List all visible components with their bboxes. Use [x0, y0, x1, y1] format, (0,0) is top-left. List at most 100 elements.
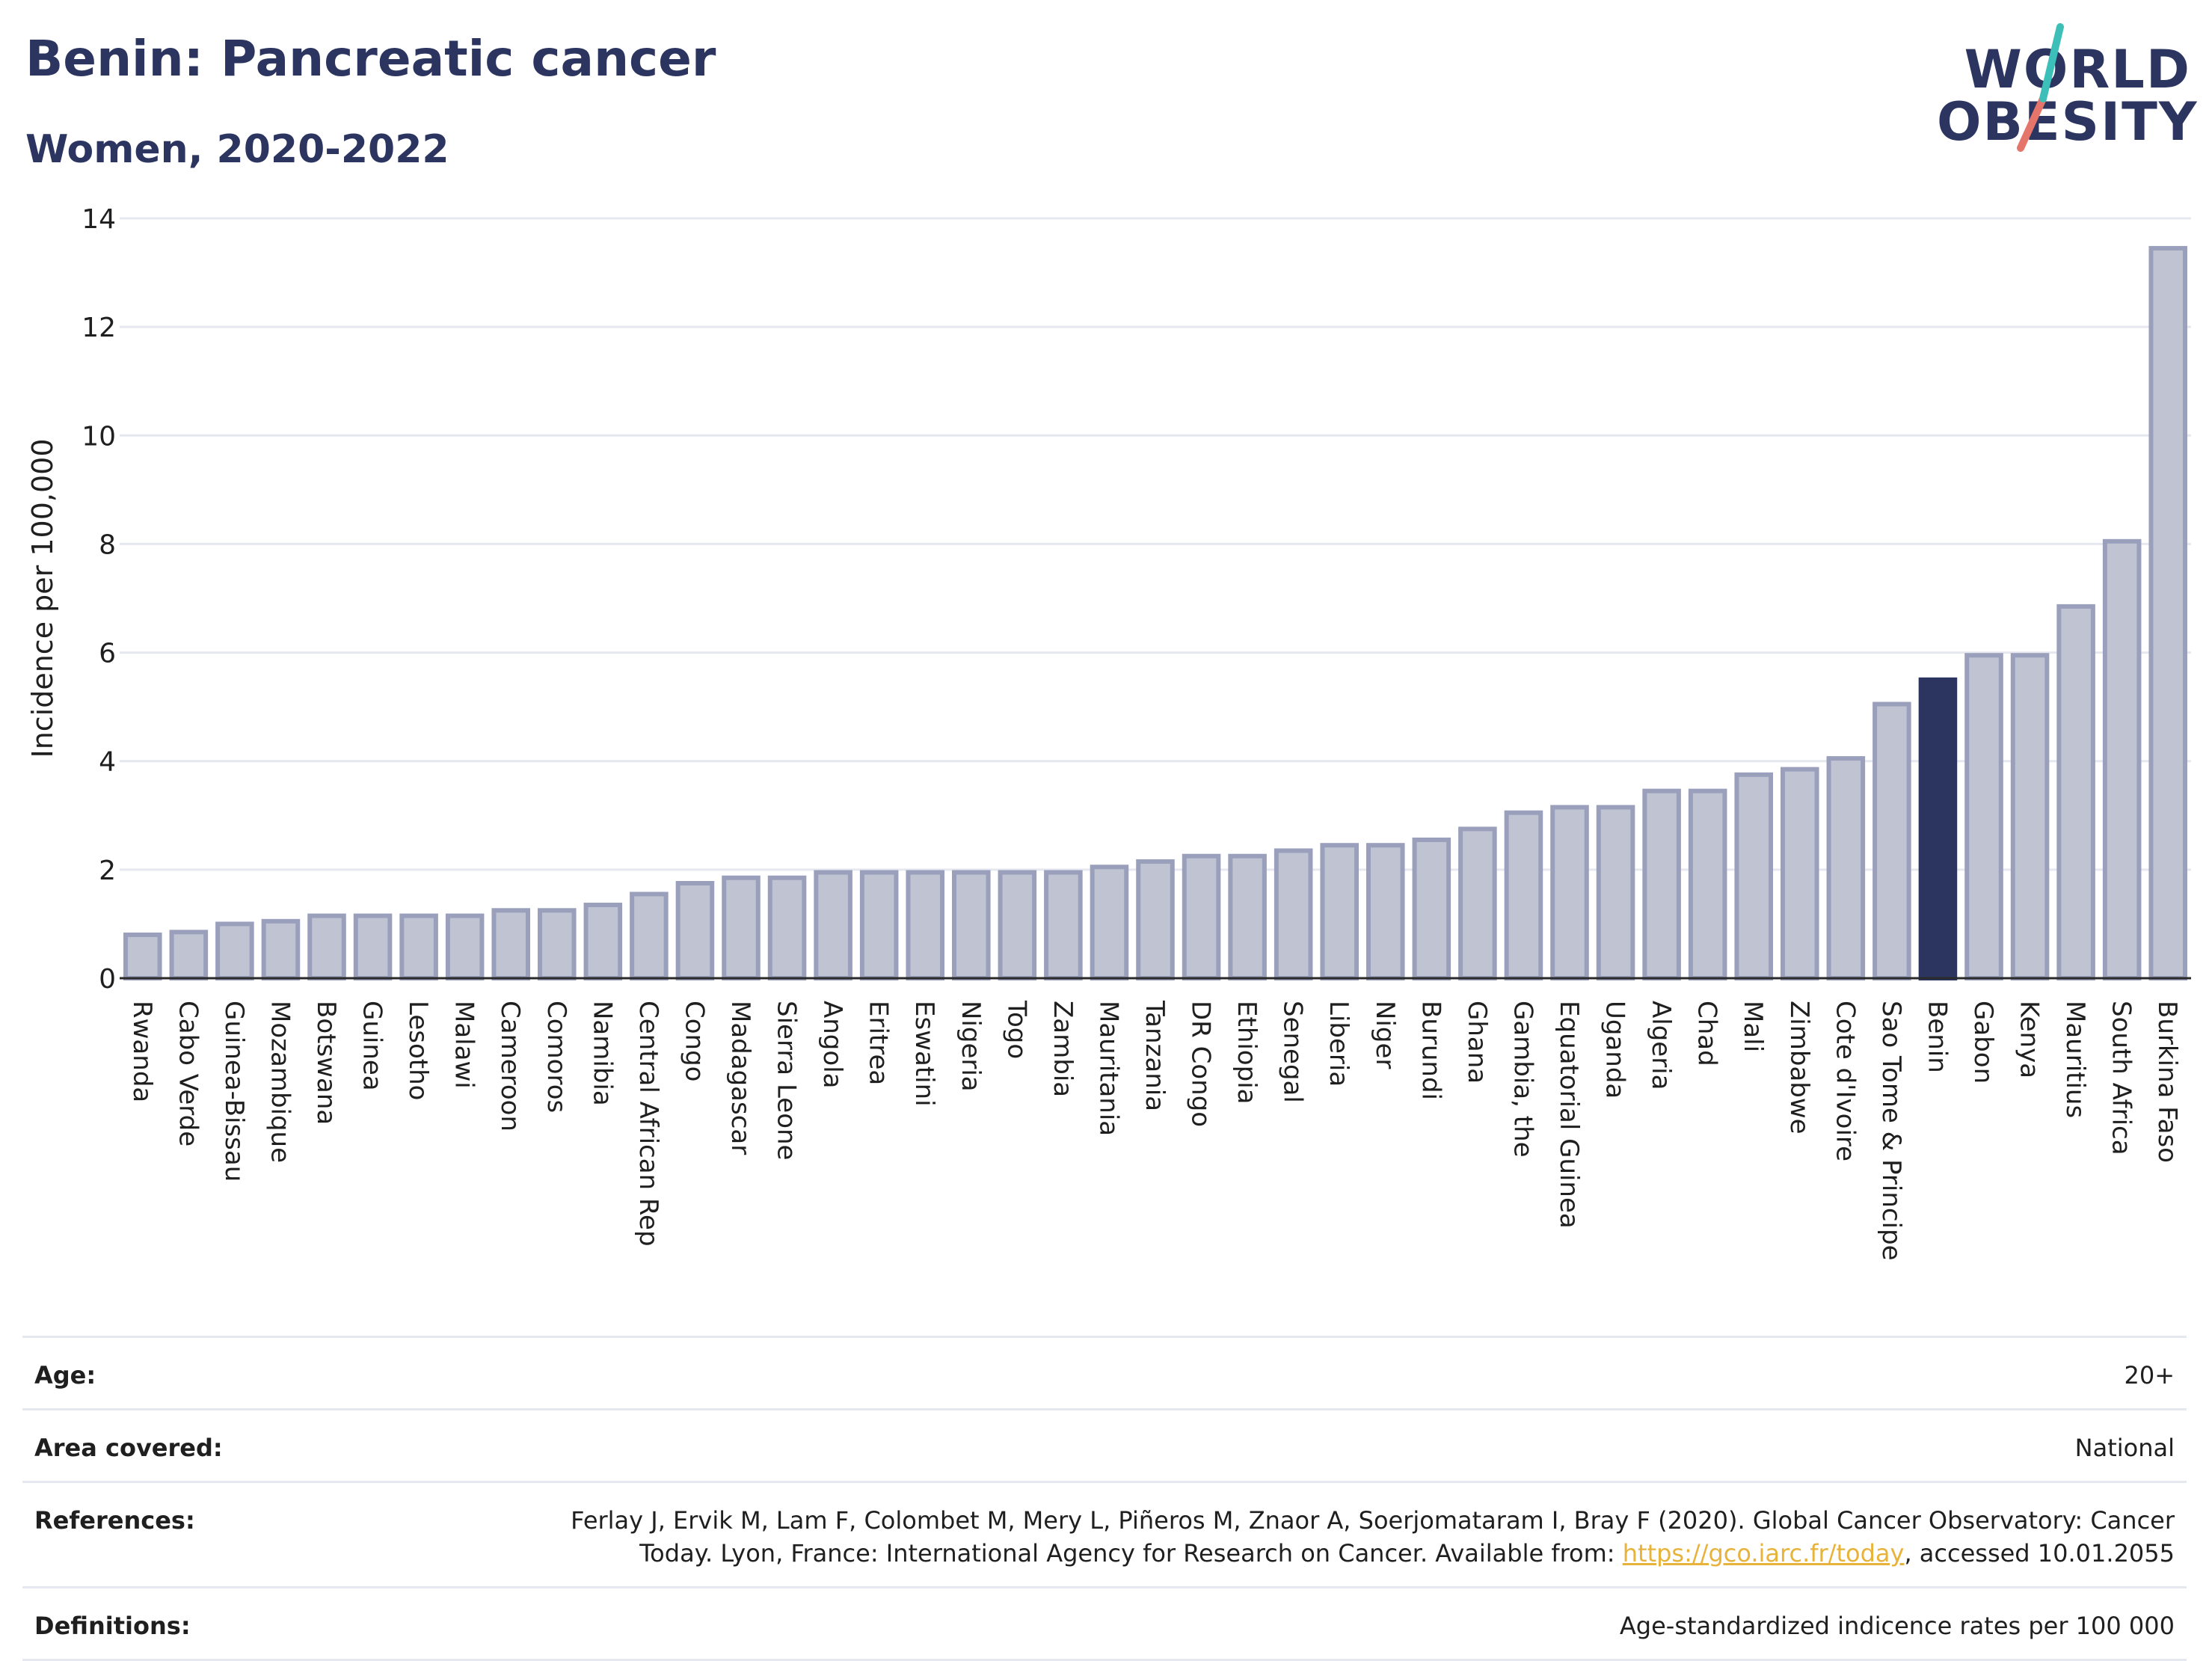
bar [2056, 604, 2095, 981]
x-tick-label: Chad [1692, 1001, 1722, 1066]
bar [1550, 805, 1589, 981]
y-tick-label: 10 [82, 421, 116, 452]
x-tick-label: Mauritania [1093, 1001, 1123, 1136]
bar [1274, 848, 1313, 981]
gridlines [120, 217, 2191, 980]
y-axis-ticks: 0 2 4 6 8 10 12 14 [82, 204, 116, 995]
bar [1642, 788, 1681, 981]
bar [538, 908, 577, 980]
bar [1090, 865, 1129, 980]
y-tick-label: 0 [99, 964, 116, 995]
x-tick-label: Uganda [1600, 1001, 1630, 1099]
bar [353, 913, 393, 980]
bar [1182, 853, 1221, 981]
x-tick-label: Mozambique [265, 1001, 295, 1163]
bar [1596, 805, 1635, 981]
x-tick-label: Zimbabwe [1784, 1001, 1814, 1135]
bar [675, 881, 715, 980]
bar [445, 913, 485, 980]
meta-row-age: Age: 20+ [22, 1336, 2187, 1408]
bar-highlight [1918, 677, 1958, 980]
meta-value-references: Ferlay J, Ervik M, Lam F, Colombet M, Me… [514, 1504, 2175, 1570]
x-tick-label: Kenya [2015, 1001, 2044, 1078]
x-tick-label: Zambia [1048, 1001, 1078, 1097]
x-tick-label: Ethiopia [1232, 1001, 1262, 1104]
y-tick-label: 2 [99, 856, 116, 886]
bar [2148, 245, 2187, 980]
y-tick-label: 6 [99, 639, 116, 669]
meta-value: 20+ [2124, 1361, 2175, 1390]
bar [1688, 788, 1727, 981]
x-tick-label: Ghana [1462, 1001, 1492, 1084]
bar [630, 891, 669, 980]
x-tick-label: Guinea-Bissau [219, 1001, 249, 1182]
logo-word-obesity: OBESITY [1937, 91, 2199, 153]
bar [722, 875, 761, 980]
x-tick-label: South Africa [2107, 1001, 2136, 1155]
meta-row-references: References: Ferlay J, Ervik M, Lam F, Co… [22, 1481, 2187, 1586]
x-tick-label: Namibia [587, 1001, 617, 1106]
meta-label: References: [34, 1506, 195, 1535]
bar [859, 870, 899, 980]
bar [491, 908, 530, 980]
x-tick-label: Cabo Verde [173, 1001, 203, 1146]
x-tick-label: Cote d'Ivoire [1830, 1001, 1860, 1161]
bar [399, 913, 438, 980]
bars [123, 245, 2187, 981]
x-tick-label: Angola [817, 1001, 847, 1088]
meta-row-area: Area covered: National [22, 1408, 2187, 1481]
x-tick-label: Central African Rep [633, 1001, 663, 1247]
bar [1826, 756, 1866, 980]
reference-link[interactable]: https://gco.iarc.fr/today [1622, 1539, 1905, 1568]
meta-value: National [2074, 1434, 2175, 1462]
bar [814, 870, 852, 980]
x-tick-label: Sierra Leone [772, 1001, 802, 1160]
reference-text: Ferlay J, Ervik M, Lam F, Colombet M, Me… [571, 1506, 2175, 1568]
x-tick-label: Nigeria [956, 1001, 986, 1092]
bar [952, 870, 991, 980]
x-tick-label: Sao Tome & Principe [1876, 1001, 1906, 1261]
bar [261, 918, 301, 980]
bar [998, 870, 1037, 980]
x-tick-label: Burundi [1416, 1001, 1446, 1100]
x-tick-label: Eritrea [864, 1001, 894, 1085]
bar [1872, 701, 1911, 980]
x-axis-labels: Rwanda Cabo Verde Guinea-Bissau Mozambique B… [127, 1000, 2182, 1261]
x-tick-label: Lesotho [403, 1001, 433, 1100]
x-tick-label: Gambia, the [1508, 1001, 1537, 1158]
x-tick-label: Cameroon [495, 1001, 525, 1132]
meta-label: Definitions: [34, 1612, 191, 1640]
meta-label: Area covered: [34, 1434, 223, 1462]
x-tick-label: Madagascar [725, 1001, 755, 1155]
meta-label: Age: [34, 1361, 96, 1390]
x-tick-label: Tanzania [1140, 1000, 1170, 1111]
bar [2102, 538, 2142, 980]
y-tick-label: 8 [99, 529, 116, 560]
bar [767, 875, 807, 980]
bar [1320, 843, 1359, 981]
y-axis-label: Incidence per 100,000 [26, 438, 59, 758]
world-obesity-logo: WORLD OBESITY [1937, 21, 2199, 171]
x-tick-label: Equatorial Guinea [1554, 1001, 1584, 1229]
x-tick-label: Malawi [449, 1001, 479, 1089]
bar [307, 913, 346, 980]
bar [1458, 826, 1497, 981]
y-tick-label: 12 [82, 313, 116, 343]
x-tick-label: Burkina Faso [2152, 1001, 2182, 1163]
bar [1964, 653, 2003, 980]
x-tick-label: Botswana [311, 1001, 341, 1125]
x-tick-label: Togo [1001, 1000, 1031, 1059]
bar [1228, 853, 1267, 981]
bar-chart: 0 2 4 6 8 10 12 14 Rwanda Cabo Verde Guinea-Bissa… [26, 204, 2191, 1261]
meta-row-definitions: Definitions: Age-standardized indicence … [22, 1586, 2187, 1661]
logo-slash-icon [2017, 23, 2064, 152]
bar [169, 930, 209, 980]
reference-accessed: , accessed 10.01.2055 [1904, 1539, 2175, 1568]
bar [1504, 810, 1543, 981]
x-tick-label: Guinea [357, 1001, 387, 1091]
x-tick-label: Senegal [1278, 1001, 1308, 1103]
logo-word-world: WORLD [1964, 39, 2191, 100]
x-tick-label: Gabon [1968, 1001, 1998, 1084]
x-tick-label: Mali [1738, 1001, 1768, 1052]
x-tick-label: Algeria [1646, 1001, 1676, 1090]
